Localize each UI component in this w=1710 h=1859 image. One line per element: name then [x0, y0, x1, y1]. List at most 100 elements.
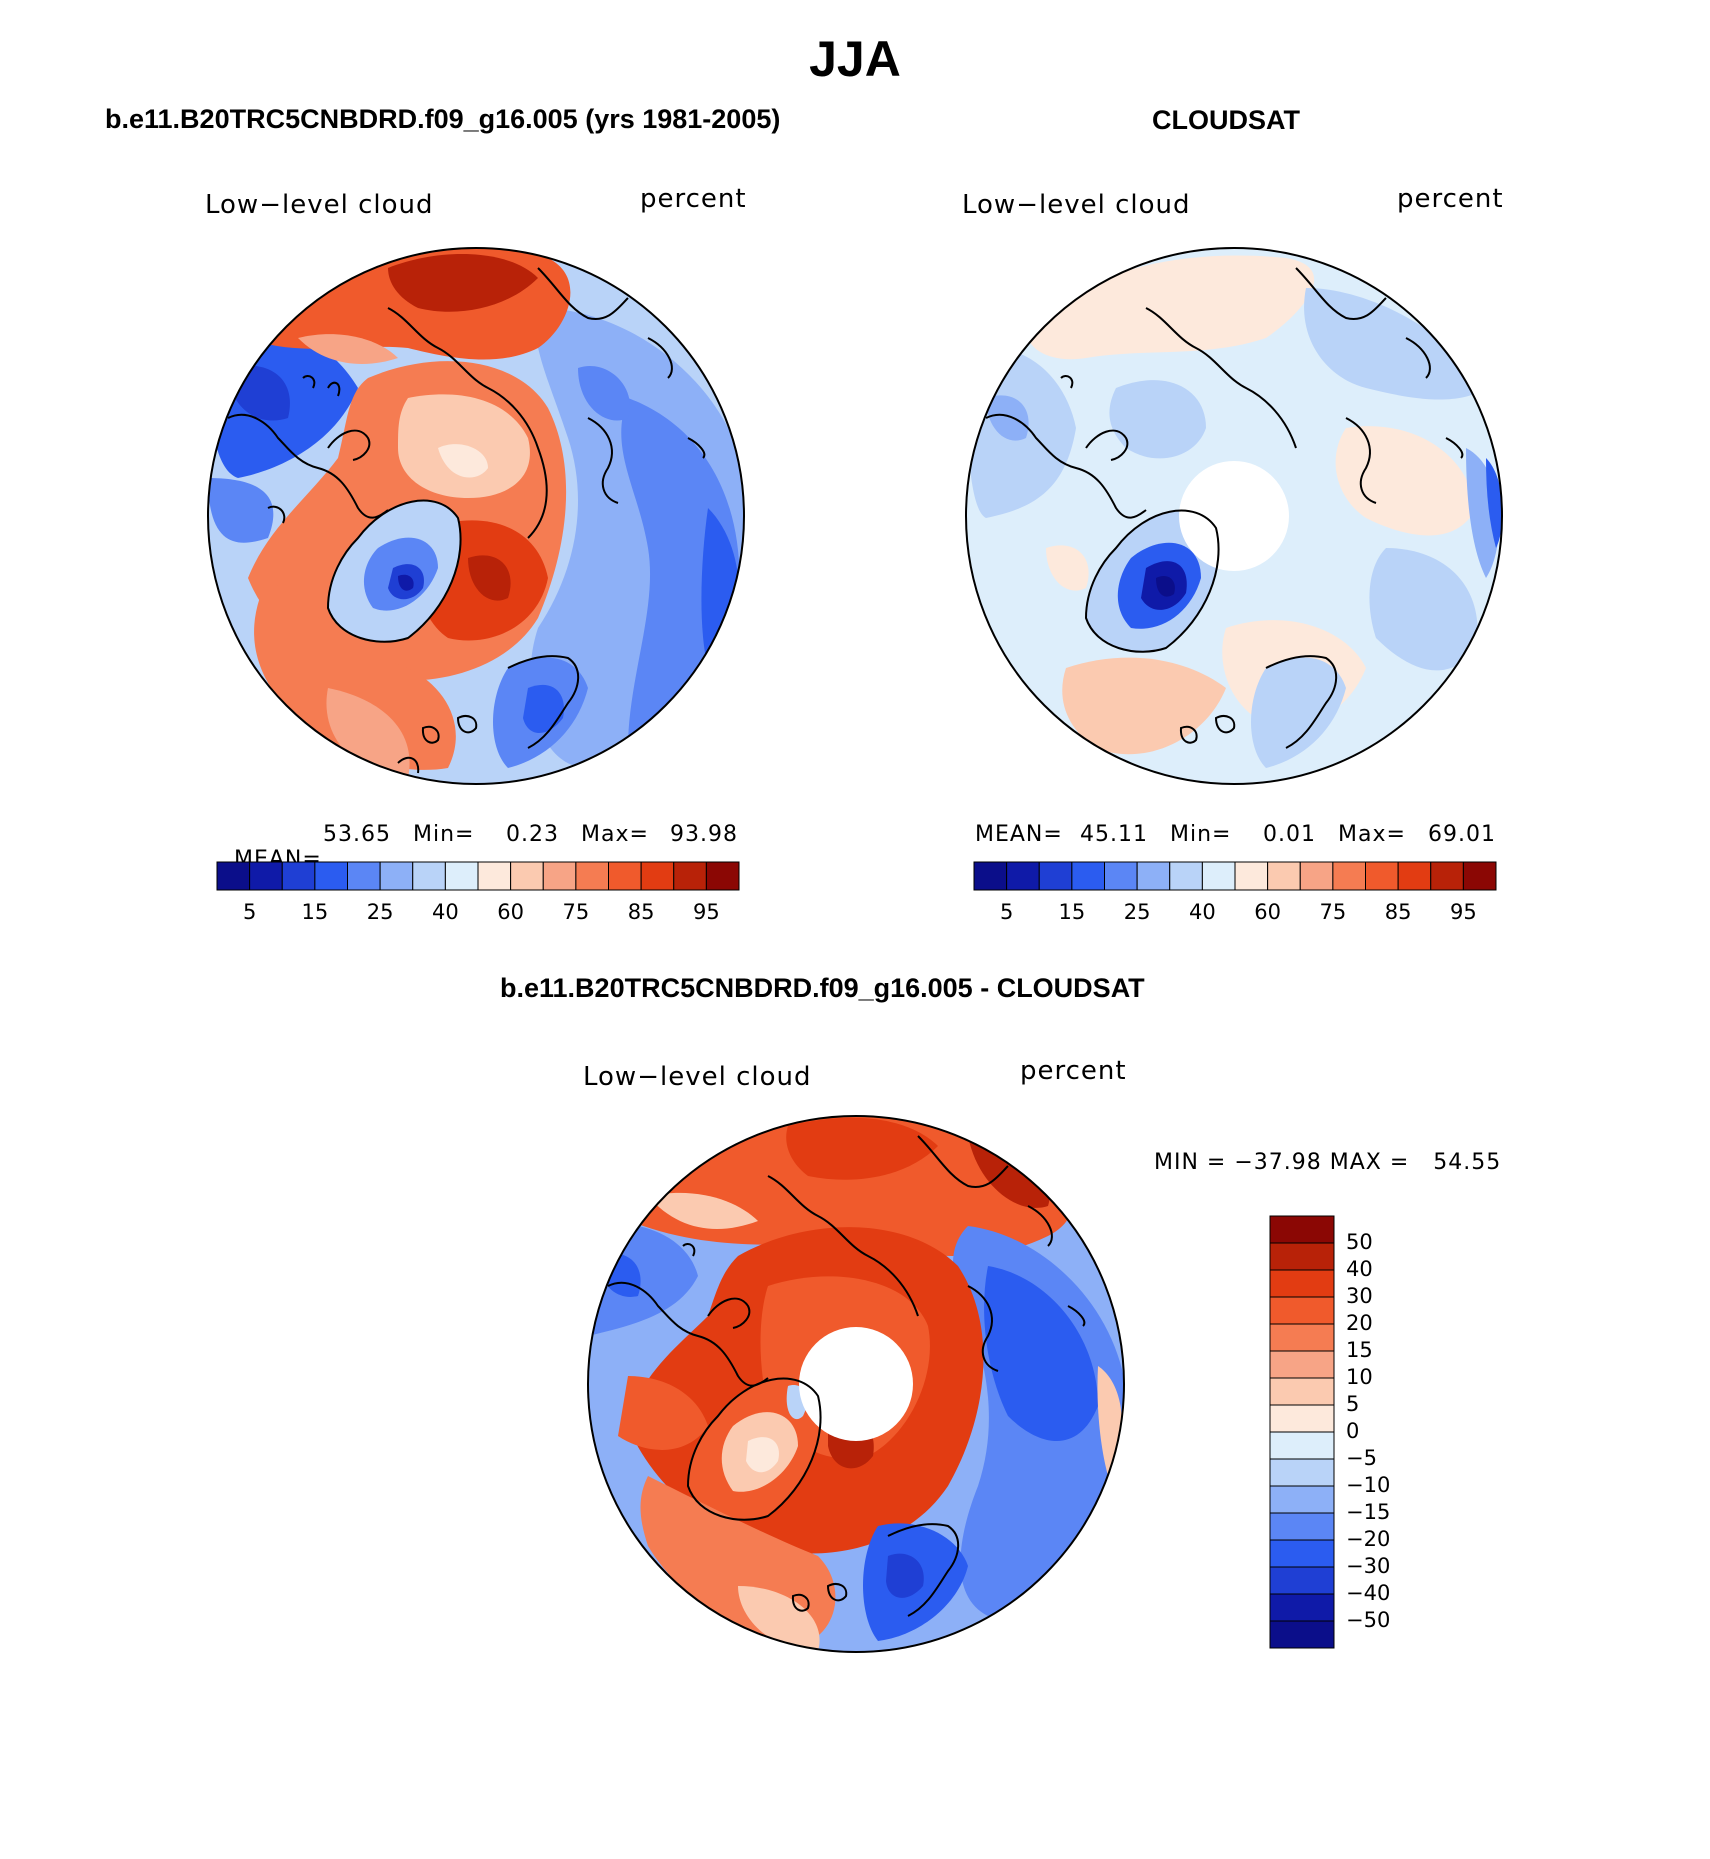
- model-min-value: 0.23: [506, 822, 559, 847]
- colorbar-box: [412, 861, 446, 891]
- colorbar-tick-label: 10: [1346, 1365, 1373, 1389]
- colorbar-box: [1269, 1350, 1335, 1379]
- obs-mean-label: MEAN=: [975, 822, 1063, 847]
- colorbar-box: [575, 861, 609, 891]
- colorbar-box: [1462, 861, 1497, 891]
- colorbar-tick-label: 75: [1319, 900, 1347, 924]
- colorbar-box: [673, 861, 707, 891]
- colorbar-box: [281, 861, 316, 891]
- colorbar-box: [1269, 1242, 1335, 1271]
- colorbar-tick-label: 20: [1346, 1311, 1373, 1335]
- colorbar-box: [1006, 861, 1040, 891]
- model-polar-map: [207, 247, 745, 785]
- colorbar-tick-label: 5: [999, 900, 1014, 924]
- colorbar-tick-label: 25: [1123, 900, 1151, 924]
- colorbar-box: [1269, 1323, 1335, 1352]
- model-colorbar: [216, 861, 740, 891]
- colorbar-box: [1269, 1539, 1335, 1568]
- obs-panel-heading: CLOUDSAT: [1152, 105, 1300, 135]
- colorbar-tick-label: 95: [693, 900, 720, 924]
- colorbar-box: [379, 861, 414, 891]
- colorbar-box: [1201, 861, 1236, 891]
- model-mean-value: 53.65: [323, 822, 391, 847]
- colorbar-box: [1332, 861, 1366, 891]
- colorbar-tick-label: 25: [366, 900, 394, 924]
- colorbar-box: [1267, 861, 1301, 891]
- colorbar-box: [640, 861, 675, 891]
- diff-min-max-text: MIN = −37.98 MAX = 54.55: [1154, 1150, 1502, 1175]
- colorbar-tick-label: −50: [1346, 1608, 1391, 1632]
- colorbar-box: [1234, 861, 1269, 891]
- model-min-label: Min=: [413, 822, 475, 847]
- colorbar-box: [542, 861, 577, 891]
- colorbar-box: [249, 861, 283, 891]
- obs-variable-label: Low−level cloud: [962, 190, 1191, 220]
- obs-mean-value: 45.11: [1080, 822, 1148, 847]
- colorbar-tick-label: 15: [1058, 900, 1086, 924]
- colorbar-tick-label: 50: [1346, 1230, 1373, 1254]
- colorbar-box: [1269, 1512, 1335, 1541]
- colorbar-box: [477, 861, 512, 891]
- diff-polar-map: [587, 1115, 1125, 1653]
- colorbar-tick-label: −5: [1346, 1446, 1377, 1470]
- colorbar-box: [510, 861, 544, 891]
- diff-variable-label: Low−level cloud: [583, 1062, 812, 1092]
- colorbar-box: [1136, 861, 1171, 891]
- colorbar-box: [1269, 1269, 1335, 1298]
- colorbar-box: [314, 861, 348, 891]
- obs-polar-map: [965, 247, 1503, 785]
- model-variable-label: Low−level cloud: [205, 190, 434, 220]
- obs-min-value: 0.01: [1263, 822, 1316, 847]
- colorbar-box: [1269, 1296, 1335, 1325]
- colorbar-tick-label: −30: [1346, 1554, 1391, 1578]
- colorbar-box: [608, 861, 642, 891]
- colorbar-box: [1269, 1593, 1335, 1622]
- model-max-value: 93.98: [670, 822, 738, 847]
- colorbar-box: [1397, 861, 1432, 891]
- colorbar-tick-label: 60: [497, 900, 524, 924]
- colorbar-tick-label: 5: [242, 900, 257, 924]
- colorbar-box: [1169, 861, 1203, 891]
- colorbar-box: [1071, 861, 1105, 891]
- colorbar-box: [444, 861, 479, 891]
- model-units-label: percent: [640, 184, 747, 214]
- colorbar-box: [1365, 861, 1399, 891]
- figure-title: JJA: [809, 31, 901, 87]
- obs-max-label: Max=: [1338, 822, 1406, 847]
- colorbar-box: [1038, 861, 1073, 891]
- colorbar-tick-label: 40: [1346, 1257, 1373, 1281]
- diff-colorbar: [1269, 1215, 1335, 1649]
- colorbar-box: [973, 861, 1008, 891]
- colorbar-box: [347, 861, 381, 891]
- obs-min-label: Min=: [1170, 822, 1232, 847]
- colorbar-tick-label: −15: [1346, 1500, 1391, 1524]
- colorbar-tick-label: 95: [1450, 900, 1477, 924]
- colorbar-box: [1299, 861, 1334, 891]
- obs-units-label: percent: [1397, 184, 1504, 214]
- colorbar-box: [1269, 1620, 1335, 1649]
- colorbar-tick-label: −40: [1346, 1581, 1391, 1605]
- colorbar-box: [1104, 861, 1138, 891]
- model-max-label: Max=: [581, 822, 649, 847]
- obs-colorbar: [973, 861, 1497, 891]
- colorbar-box: [705, 861, 740, 891]
- colorbar-tick-label: 30: [1346, 1284, 1373, 1308]
- colorbar-tick-label: 85: [1384, 900, 1412, 924]
- model-panel-heading: b.e11.B20TRC5CNBDRD.f09_g16.005 (yrs 198…: [105, 104, 781, 134]
- colorbar-tick-label: −10: [1346, 1473, 1391, 1497]
- colorbar-box: [1430, 861, 1464, 891]
- colorbar-tick-label: 60: [1254, 900, 1281, 924]
- obs-max-value: 69.01: [1428, 822, 1496, 847]
- colorbar-tick-label: 85: [627, 900, 655, 924]
- colorbar-box: [1269, 1485, 1335, 1514]
- colorbar-box: [1269, 1215, 1335, 1244]
- colorbar-box: [1269, 1404, 1335, 1433]
- colorbar-tick-label: 75: [562, 900, 590, 924]
- colorbar-tick-label: 0: [1346, 1419, 1360, 1443]
- colorbar-box: [1269, 1566, 1335, 1595]
- colorbar-tick-label: 40: [1189, 900, 1216, 924]
- colorbar-box: [216, 861, 251, 891]
- diff-panel-heading: b.e11.B20TRC5CNBDRD.f09_g16.005 - CLOUDS…: [500, 973, 1145, 1003]
- colorbar-tick-label: 15: [301, 900, 329, 924]
- colorbar-box: [1269, 1377, 1335, 1406]
